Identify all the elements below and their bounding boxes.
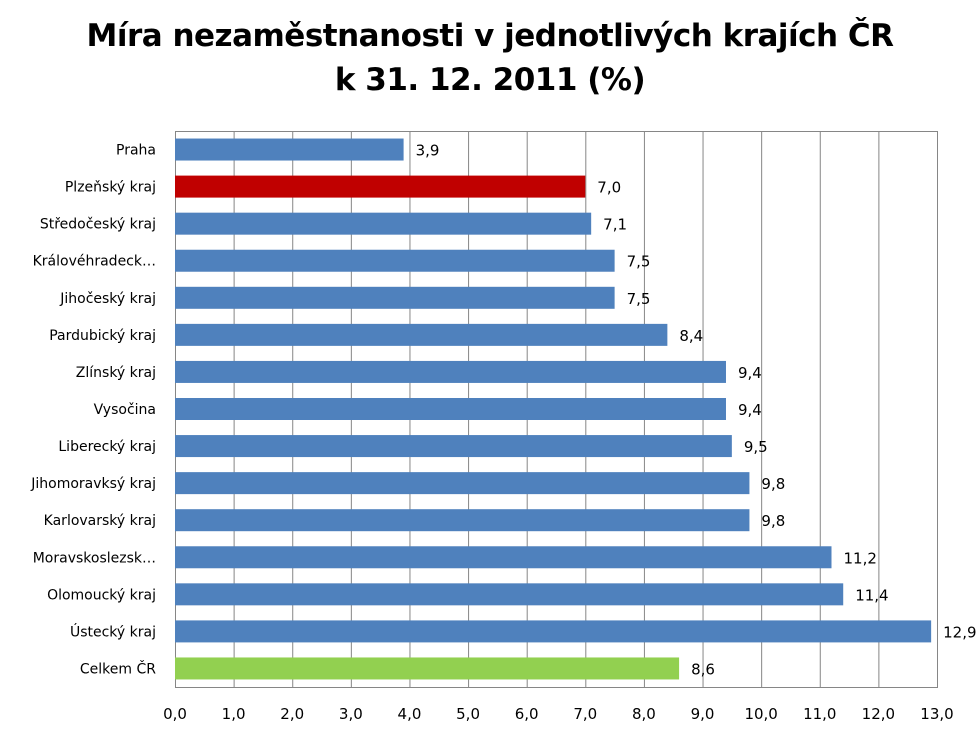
data-label: 7,5 <box>627 253 651 271</box>
chart-title-line-2: k 31. 12. 2011 (%) <box>334 62 646 98</box>
bar <box>175 583 844 606</box>
category-label: Ústecký kraj <box>70 622 156 640</box>
data-labels: 3,9 7,0 7,1 7,5 7,5 8,4 9,4 9,4 9,5 9,8 9,8 11,2 11,… <box>416 142 977 679</box>
category-label: Praha <box>116 143 156 159</box>
x-tick-label: 7,0 <box>573 705 597 723</box>
x-tick-label: 12,0 <box>862 705 895 723</box>
x-tick-label: 3,0 <box>339 705 363 723</box>
category-label: Karlovarský kraj <box>44 513 156 529</box>
x-tick-label: 0,0 <box>163 705 187 723</box>
x-tick-label: 13,0 <box>920 705 953 723</box>
data-label: 9,5 <box>744 438 768 456</box>
category-label: Jihočeský kraj <box>59 291 156 307</box>
x-tick-label: 8,0 <box>632 705 656 723</box>
chart-title: Míra nezaměstnanosti v jednotlivých kraj… <box>0 14 980 102</box>
x-tick-label: 10,0 <box>744 705 777 723</box>
data-label: 8,6 <box>691 660 715 678</box>
data-label: 8,4 <box>679 327 703 345</box>
data-label: 9,8 <box>761 512 785 530</box>
category-label: Vysočina <box>94 402 156 418</box>
data-label: 9,4 <box>738 401 762 419</box>
chart-title-line-1: Míra nezaměstnanosti v jednotlivých kraj… <box>86 18 894 54</box>
category-label: Zlínský kraj <box>76 365 156 381</box>
bar <box>175 509 750 532</box>
x-tick-label: 2,0 <box>280 705 304 723</box>
category-labels: Praha Plzeňský kraj Středočeský kraj Králov… <box>30 143 156 678</box>
bar <box>175 435 732 458</box>
category-label: Středočeský kraj <box>40 217 156 233</box>
x-tick-label: 1,0 <box>222 705 246 723</box>
category-label: Olomoucký kraj <box>47 587 156 603</box>
bar <box>175 546 832 569</box>
category-label: Liberecký kraj <box>58 439 156 455</box>
bar <box>175 398 726 420</box>
data-label: 11,2 <box>843 549 876 567</box>
data-label: 7,1 <box>603 216 627 234</box>
category-label: Moravskoslezsk… <box>33 550 156 566</box>
bar <box>175 657 680 680</box>
bar <box>175 138 404 161</box>
bar <box>175 249 615 272</box>
data-label: 12,9 <box>943 623 976 641</box>
bar <box>175 360 726 383</box>
category-label: Celkem ČR <box>80 659 156 677</box>
x-tick-label: 11,0 <box>803 705 836 723</box>
x-tick-label: 5,0 <box>456 705 480 723</box>
category-label: Královéhradeck… <box>33 254 156 270</box>
category-label: Plzeňský kraj <box>65 180 156 196</box>
bars <box>175 138 932 680</box>
data-label: 7,5 <box>627 290 651 308</box>
data-label: 11,4 <box>855 586 888 604</box>
bar <box>175 620 932 643</box>
x-tick-labels: 0,0 1,0 2,0 3,0 4,0 5,0 6,0 7,0 8,0 9,0 10,0 11,0 12… <box>163 705 954 723</box>
bar <box>175 212 592 235</box>
data-label: 9,8 <box>761 475 785 493</box>
bar <box>175 175 586 198</box>
data-label: 3,9 <box>416 142 440 160</box>
data-label: 7,0 <box>597 179 621 197</box>
x-tick-label: 4,0 <box>398 705 422 723</box>
category-label: Jihomoravksý kraj <box>30 476 156 492</box>
bar <box>175 286 615 309</box>
bar <box>175 472 750 495</box>
category-label: Pardubický kraj <box>49 328 156 344</box>
bar <box>175 323 668 346</box>
x-tick-label: 6,0 <box>515 705 539 723</box>
x-tick-label: 9,0 <box>691 705 715 723</box>
data-label: 9,4 <box>738 364 762 382</box>
